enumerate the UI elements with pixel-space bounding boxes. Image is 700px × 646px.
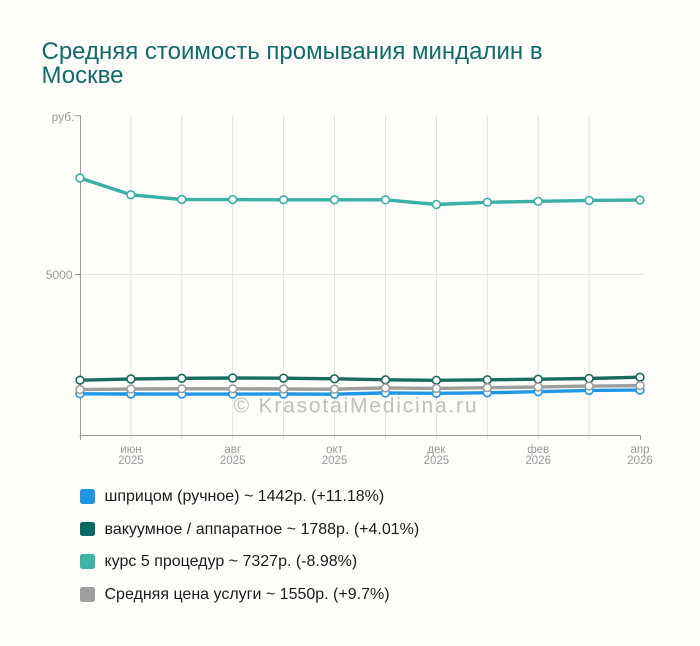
svg-text:2026: 2026	[525, 455, 551, 467]
svg-text:авг: авг	[224, 444, 241, 456]
svg-text:апр: апр	[630, 444, 649, 456]
svg-text:2025: 2025	[424, 455, 450, 467]
svg-text:© KrasotaiMedicina.ru: © KrasotaiMedicina.ru	[234, 395, 479, 418]
svg-text:5000: 5000	[46, 268, 73, 282]
svg-text:окт: окт	[326, 444, 344, 456]
svg-text:дек: дек	[427, 444, 446, 456]
svg-text:руб.: руб.	[52, 110, 75, 124]
svg-text:2026: 2026	[627, 455, 653, 467]
svg-text:июн: июн	[120, 444, 141, 456]
svg-text:2025: 2025	[322, 455, 348, 467]
svg-text:2025: 2025	[220, 455, 246, 467]
svg-text:2025: 2025	[118, 455, 144, 467]
svg-text:фев: фев	[527, 444, 549, 456]
